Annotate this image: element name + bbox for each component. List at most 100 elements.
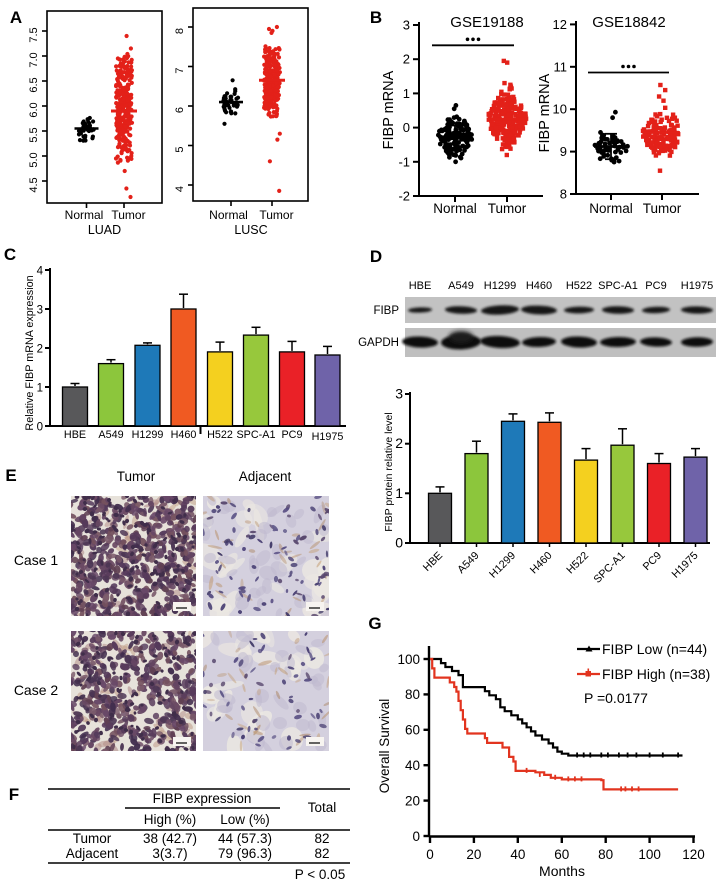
svg-text:4: 4	[37, 266, 44, 278]
svg-text:SPC-A1: SPC-A1	[598, 280, 638, 292]
svg-text:H460: H460	[171, 429, 197, 441]
svg-text:Tumor: Tumor	[643, 201, 682, 216]
svg-text:Overall Survival: Overall Survival	[377, 699, 392, 794]
svg-text:GAPDH: GAPDH	[358, 337, 399, 349]
svg-text:6: 6	[174, 107, 186, 113]
svg-text:Tumor: Tumor	[488, 201, 527, 216]
svg-text:0: 0	[395, 535, 403, 551]
svg-text:Relative FIBP mRNA expression: Relative FIBP mRNA expression	[24, 275, 36, 430]
svg-text:E: E	[5, 466, 16, 485]
svg-text:G: G	[368, 614, 381, 633]
svg-text:H1299: H1299	[132, 429, 164, 441]
svg-text:H522: H522	[207, 429, 233, 441]
svg-text:PC9: PC9	[645, 280, 666, 292]
svg-text:FIBP mRNA: FIBP mRNA	[537, 73, 553, 152]
svg-text:38 (42.7): 38 (42.7)	[143, 831, 197, 846]
svg-text:9: 9	[560, 144, 567, 159]
svg-text:4: 4	[174, 186, 186, 192]
svg-text:7.0: 7.0	[28, 52, 40, 67]
svg-text:HBE: HBE	[64, 429, 86, 441]
svg-text:82: 82	[314, 831, 329, 846]
svg-text:Adjacent: Adjacent	[66, 846, 119, 861]
svg-text:GSE18842: GSE18842	[592, 14, 665, 31]
svg-text:Tumor: Tumor	[117, 469, 156, 484]
svg-text:80: 80	[598, 847, 613, 862]
svg-text:6.5: 6.5	[28, 77, 40, 92]
svg-text:4.5: 4.5	[28, 177, 40, 192]
svg-text:80: 80	[405, 687, 420, 702]
svg-text:FIBP mRNA: FIBP mRNA	[381, 70, 397, 149]
svg-text:2: 2	[403, 52, 410, 67]
svg-text:3: 3	[37, 305, 43, 317]
svg-text:40: 40	[405, 758, 420, 773]
svg-text:60: 60	[554, 847, 569, 862]
svg-text:0: 0	[412, 829, 420, 844]
svg-text:2: 2	[37, 344, 43, 356]
svg-text:8: 8	[174, 28, 186, 34]
svg-text:H460: H460	[526, 280, 552, 292]
svg-text:11: 11	[554, 59, 568, 74]
svg-text:12: 12	[553, 17, 567, 32]
svg-text:A: A	[10, 8, 22, 27]
svg-text:SPC-A1: SPC-A1	[236, 429, 275, 441]
svg-text:6.0: 6.0	[28, 102, 40, 117]
svg-text:20: 20	[405, 793, 420, 808]
svg-text:Tumor: Tumor	[259, 208, 293, 222]
svg-text:D: D	[370, 247, 382, 266]
svg-text:LUSC: LUSC	[234, 223, 267, 237]
svg-text:FIBP High (n=38): FIBP High (n=38)	[602, 666, 710, 682]
svg-text:A549: A549	[98, 429, 123, 441]
svg-text:Case 1: Case 1	[14, 552, 59, 568]
svg-text:Adjacent: Adjacent	[239, 469, 292, 484]
svg-text:-1: -1	[398, 154, 410, 169]
svg-text:FIBP Low (n=44): FIBP Low (n=44)	[602, 641, 707, 657]
svg-text:79 (96.3): 79 (96.3)	[218, 846, 272, 861]
svg-text:PC9: PC9	[281, 429, 302, 441]
svg-text:3: 3	[403, 18, 410, 33]
svg-text:Total: Total	[308, 800, 337, 815]
svg-text:Tumor: Tumor	[111, 208, 145, 222]
svg-text:Normal: Normal	[65, 208, 104, 222]
svg-text:H522: H522	[566, 280, 592, 292]
svg-text:FIBP expression: FIBP expression	[153, 791, 252, 806]
svg-text:8: 8	[560, 187, 567, 202]
svg-text:-2: -2	[398, 189, 410, 204]
svg-text:Normal: Normal	[589, 201, 633, 216]
svg-text:High (%): High (%)	[144, 812, 197, 827]
svg-text:Tumor: Tumor	[73, 831, 112, 846]
svg-text:10: 10	[553, 102, 567, 117]
svg-text:B: B	[370, 8, 382, 27]
svg-text:HBE: HBE	[409, 280, 432, 292]
svg-text:0: 0	[403, 120, 410, 135]
svg-text:0: 0	[426, 847, 434, 862]
svg-text:LUAD: LUAD	[88, 223, 121, 237]
svg-text:5.5: 5.5	[28, 127, 40, 142]
svg-text:1: 1	[403, 86, 410, 101]
svg-text:44 (57.3): 44 (57.3)	[218, 831, 272, 846]
svg-text:5.0: 5.0	[28, 152, 40, 167]
svg-text:7.5: 7.5	[28, 27, 40, 42]
svg-text:FIBP protein relative level: FIBP protein relative level	[383, 412, 395, 531]
svg-text:120: 120	[682, 847, 705, 862]
svg-text:H1299: H1299	[484, 280, 516, 292]
svg-text:1: 1	[395, 485, 403, 501]
svg-text:H1975: H1975	[312, 431, 344, 443]
svg-text:Normal: Normal	[433, 201, 477, 216]
svg-text:2: 2	[395, 435, 403, 451]
svg-text:3: 3	[395, 385, 403, 401]
svg-text:FIBP: FIBP	[373, 305, 399, 317]
svg-text:20: 20	[466, 847, 481, 862]
svg-text:100: 100	[397, 652, 420, 667]
svg-text:Normal: Normal	[209, 208, 248, 222]
svg-text:P < 0.05: P < 0.05	[295, 867, 345, 882]
svg-text:0: 0	[37, 422, 43, 434]
svg-text:P =0.0177: P =0.0177	[584, 690, 648, 706]
svg-text:GSE19188: GSE19188	[450, 14, 523, 31]
svg-text:Low (%): Low (%)	[220, 812, 270, 827]
svg-text:7: 7	[174, 67, 186, 73]
svg-text:1: 1	[37, 383, 43, 395]
svg-text:3(3.7): 3(3.7)	[152, 846, 187, 861]
svg-text:Months: Months	[539, 863, 585, 879]
svg-text:F: F	[9, 785, 19, 804]
svg-text:82: 82	[314, 846, 329, 861]
